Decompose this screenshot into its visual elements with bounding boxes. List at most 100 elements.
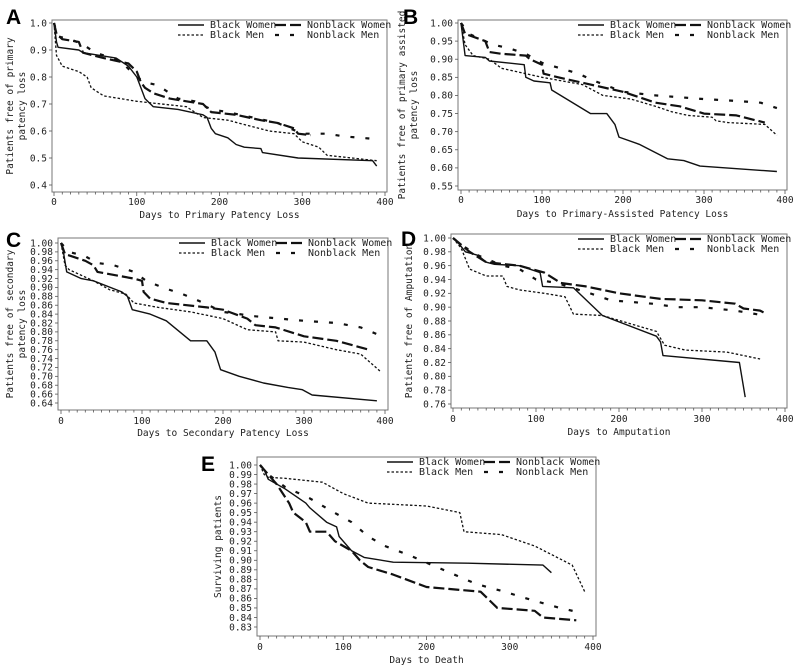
series-line-black-women xyxy=(452,237,746,398)
x-axis-label: Days to Secondary Patency Loss xyxy=(137,428,309,439)
series-line-nonblack-men xyxy=(52,22,377,141)
legend-label: Nonblack Men xyxy=(308,248,380,259)
y-tick-label: 0.92 xyxy=(423,289,446,300)
panel-letter: E xyxy=(201,453,215,476)
y-axis-label: Patients free of Amputation xyxy=(404,244,415,398)
y-tick-label: 0.87 xyxy=(229,584,252,595)
legend-label: Black Men xyxy=(610,30,664,41)
x-axis-label: Days to Primary Patency Loss xyxy=(139,210,299,221)
legend-label: Nonblack Women xyxy=(307,20,391,31)
series-line-black-women xyxy=(60,242,377,402)
y-tick-label: 0.97 xyxy=(229,489,252,500)
y-tick-label: 1.00 xyxy=(423,233,446,244)
plot-frame xyxy=(256,456,597,637)
series-line-nonblack-men xyxy=(259,464,581,614)
y-axis-label: Surviving patients xyxy=(213,495,224,598)
legend-label: Black Women xyxy=(210,20,276,31)
y-tick-label: 0.82 xyxy=(30,318,53,329)
series-line-nonblack-women xyxy=(59,242,370,351)
panel-letter: B xyxy=(403,6,418,29)
x-tick-label: 100 xyxy=(335,642,352,653)
y-tick-label: 0.64 xyxy=(30,398,53,409)
series-line-nonblack-women xyxy=(52,22,311,137)
y-axis-label: patency loss xyxy=(17,290,28,359)
y-tick-label: 0.65 xyxy=(430,145,453,156)
y-tick-label: 1.00 xyxy=(430,18,453,29)
y-tick-label: 0.66 xyxy=(30,389,53,400)
x-tick-label: 300 xyxy=(501,642,518,653)
x-tick-label: 400 xyxy=(376,416,393,427)
plot-frame xyxy=(57,237,389,411)
legend-label: Black Men xyxy=(610,244,664,255)
y-tick-label: 0.90 xyxy=(229,556,252,567)
series-line-nonblack-women xyxy=(259,464,577,622)
y-tick-label: 0.86 xyxy=(229,594,252,605)
y-tick-label: 0.80 xyxy=(430,91,453,102)
y-axis-label: patency loss xyxy=(17,72,28,141)
y-tick-label: 0.5 xyxy=(30,153,47,164)
y-tick-label: 0.82 xyxy=(423,358,446,369)
y-tick-label: 0.72 xyxy=(30,363,53,374)
y-axis-label: patency loss xyxy=(409,71,420,140)
y-tick-label: 0.75 xyxy=(430,109,453,120)
y-tick-label: 0.84 xyxy=(423,344,446,355)
x-axis-label: Days to Death xyxy=(389,655,463,666)
legend-label: Nonblack Men xyxy=(516,467,588,478)
y-axis-label: Patients free of primary xyxy=(5,37,16,175)
x-tick-label: 200 xyxy=(211,197,228,208)
y-tick-label: 0.84 xyxy=(30,309,53,320)
series-line-black-men xyxy=(60,242,382,373)
x-tick-label: 100 xyxy=(128,197,145,208)
legend-label: Black Women xyxy=(419,457,485,468)
legend-label: Black Men xyxy=(210,30,264,41)
y-tick-label: 0.95 xyxy=(229,508,252,519)
y-tick-label: 0.98 xyxy=(30,247,53,258)
x-axis-label: Days to Amputation xyxy=(568,427,671,438)
y-axis-label: Patients free of secondary xyxy=(5,249,16,398)
x-tick-label: 100 xyxy=(527,414,544,425)
y-tick-label: 1.00 xyxy=(229,460,252,471)
y-tick-label: 0.74 xyxy=(30,354,53,365)
panel-letter: A xyxy=(6,6,21,29)
series-line-nonblack-women xyxy=(452,237,768,316)
y-tick-label: 0.70 xyxy=(430,127,453,138)
series-line-black-men xyxy=(460,22,778,136)
panel-letter: C xyxy=(6,229,21,252)
panel-letter: D xyxy=(401,228,416,251)
series-line-black-women xyxy=(259,464,552,574)
y-tick-label: 0.83 xyxy=(229,622,252,633)
x-tick-label: 400 xyxy=(584,642,601,653)
x-tick-label: 200 xyxy=(610,414,627,425)
series-line-nonblack-women xyxy=(459,22,766,124)
y-tick-label: 0.90 xyxy=(423,302,446,313)
y-tick-label: 0.92 xyxy=(229,537,252,548)
y-axis-label: Patients free of primary assisted xyxy=(397,11,408,200)
y-tick-label: 0.86 xyxy=(30,301,53,312)
y-tick-label: 0.95 xyxy=(430,36,453,47)
series-line-black-men xyxy=(452,237,761,360)
x-tick-label: 400 xyxy=(776,414,793,425)
y-tick-label: 0.80 xyxy=(423,372,446,383)
legend-label: Black Men xyxy=(211,248,265,259)
series-line-nonblack-men xyxy=(60,242,378,336)
legend-label: Black Women xyxy=(610,20,676,31)
y-tick-label: 1.0 xyxy=(30,18,47,29)
x-tick-label: 300 xyxy=(294,197,311,208)
legend-label: Nonblack Men xyxy=(707,244,779,255)
plot-frame xyxy=(51,19,388,193)
x-tick-label: 100 xyxy=(133,416,150,427)
x-tick-label: 300 xyxy=(693,414,710,425)
y-tick-label: 0.94 xyxy=(30,265,53,276)
y-tick-label: 0.85 xyxy=(430,73,453,84)
y-tick-label: 0.68 xyxy=(30,381,53,392)
y-tick-label: 0.98 xyxy=(229,479,252,490)
y-tick-label: 0.76 xyxy=(30,345,53,356)
y-tick-label: 0.93 xyxy=(229,527,252,538)
panel-b: B 0 100 200 300 400 1.00 0.95 0.90 0.85 0.80 0.75 0.… xyxy=(397,6,794,220)
x-tick-label: 200 xyxy=(418,642,435,653)
plot-frame xyxy=(450,233,788,409)
y-tick-label: 0.91 xyxy=(229,546,252,557)
y-tick-label: 0.96 xyxy=(229,498,252,509)
